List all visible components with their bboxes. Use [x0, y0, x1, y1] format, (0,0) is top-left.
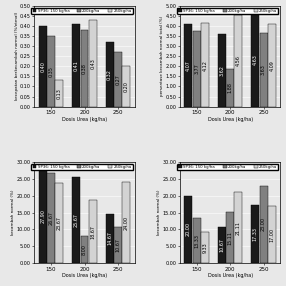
Text: 0.43: 0.43 — [90, 58, 96, 69]
Bar — [106, 42, 114, 107]
Text: 23.00: 23.00 — [261, 217, 266, 231]
Bar — [260, 33, 267, 107]
Text: 0.40: 0.40 — [40, 61, 45, 72]
Text: 0.32: 0.32 — [107, 69, 112, 80]
Text: 0.20: 0.20 — [124, 81, 129, 92]
Legend: SP36: 150 kg/ha, 200kg/ha, 250kg/ha: SP36: 150 kg/ha, 200kg/ha, 250kg/ha — [31, 8, 133, 14]
Text: 4.56: 4.56 — [236, 55, 241, 66]
Legend: SP36: 150 kg/ha, 200kg/ha, 250kg/ha: SP36: 150 kg/ha, 200kg/ha, 250kg/ha — [177, 8, 278, 14]
Bar — [39, 26, 47, 107]
Text: 3.63: 3.63 — [261, 65, 266, 76]
Text: 4.12: 4.12 — [202, 60, 207, 71]
Bar — [251, 13, 259, 107]
Y-axis label: kecambah normal (%): kecambah normal (%) — [157, 190, 161, 235]
Bar — [184, 25, 192, 107]
Bar — [122, 182, 130, 263]
Text: 3.62: 3.62 — [219, 65, 224, 76]
Bar — [268, 206, 276, 263]
Bar — [47, 36, 55, 107]
Text: 27.90: 27.90 — [40, 209, 45, 223]
Text: 0.13: 0.13 — [57, 88, 62, 99]
Bar — [106, 214, 114, 263]
Bar — [114, 52, 122, 107]
Legend: SP36: 150 kg/ha, 200kg/ha, 250kg/ha: SP36: 150 kg/ha, 200kg/ha, 250kg/ha — [177, 164, 278, 170]
X-axis label: Dosis Urea (kg/ha): Dosis Urea (kg/ha) — [62, 273, 107, 278]
Bar — [218, 227, 226, 263]
Text: 14.67: 14.67 — [107, 231, 112, 245]
Text: 0.38: 0.38 — [82, 63, 87, 74]
Text: 4.63: 4.63 — [253, 55, 258, 65]
Bar — [81, 236, 88, 263]
Bar — [72, 24, 80, 107]
Bar — [201, 232, 209, 263]
Text: 17.00: 17.00 — [269, 228, 274, 241]
Text: 0.41: 0.41 — [74, 60, 79, 71]
X-axis label: Dosis Urea (kg/ha): Dosis Urea (kg/ha) — [62, 116, 107, 122]
Text: 10.67: 10.67 — [116, 238, 120, 252]
Text: 26.67: 26.67 — [49, 211, 53, 225]
Text: 4.09: 4.09 — [269, 60, 274, 71]
Bar — [47, 173, 55, 263]
Text: 1.88: 1.88 — [228, 82, 233, 93]
Bar — [226, 212, 234, 263]
Bar — [81, 30, 88, 107]
Text: 4.07: 4.07 — [186, 60, 191, 71]
Bar — [39, 169, 47, 263]
Text: 25.67: 25.67 — [74, 213, 79, 227]
Bar — [193, 218, 200, 263]
Text: 21.11: 21.11 — [236, 221, 241, 235]
Bar — [89, 200, 97, 263]
Bar — [235, 192, 243, 263]
Bar — [201, 23, 209, 107]
Bar — [122, 66, 130, 107]
Bar — [218, 33, 226, 107]
Text: 0.35: 0.35 — [49, 66, 53, 77]
Text: 3.77: 3.77 — [194, 63, 199, 74]
Text: 10.67: 10.67 — [219, 238, 224, 252]
Y-axis label: kecambah normal (%): kecambah normal (%) — [11, 190, 15, 235]
Bar — [55, 80, 63, 107]
Text: 24.00: 24.00 — [124, 216, 129, 230]
Text: 18.67: 18.67 — [90, 225, 96, 239]
Bar — [268, 24, 276, 107]
Text: 13.33: 13.33 — [194, 234, 199, 248]
Text: 15.11: 15.11 — [228, 231, 233, 245]
Text: 0.27: 0.27 — [116, 74, 120, 85]
Bar — [251, 205, 259, 263]
Text: 23.67: 23.67 — [57, 216, 62, 230]
Bar — [193, 31, 200, 107]
Bar — [72, 177, 80, 263]
Y-axis label: persentase kecambah normal total (%): persentase kecambah normal total (%) — [160, 16, 164, 96]
Bar — [184, 196, 192, 263]
Text: 9.33: 9.33 — [202, 242, 207, 253]
Bar — [260, 186, 267, 263]
X-axis label: Dosis Urea (kg/ha): Dosis Urea (kg/ha) — [208, 116, 253, 122]
Text: 20.00: 20.00 — [186, 223, 191, 237]
Bar — [226, 69, 234, 107]
Text: 17.33: 17.33 — [253, 227, 258, 241]
Bar — [89, 20, 97, 107]
X-axis label: Dosis Urea (kg/ha): Dosis Urea (kg/ha) — [208, 273, 253, 278]
Legend: SP36: 150 kg/ha, 200kg/ha, 250kg/ha: SP36: 150 kg/ha, 200kg/ha, 250kg/ha — [31, 164, 133, 170]
Text: 8.00: 8.00 — [82, 244, 87, 255]
Bar — [114, 227, 122, 263]
Bar — [235, 15, 243, 107]
Y-axis label: kecepatan berkecambah normal (%/etmal): kecepatan berkecambah normal (%/etmal) — [15, 12, 19, 100]
Bar — [55, 184, 63, 263]
